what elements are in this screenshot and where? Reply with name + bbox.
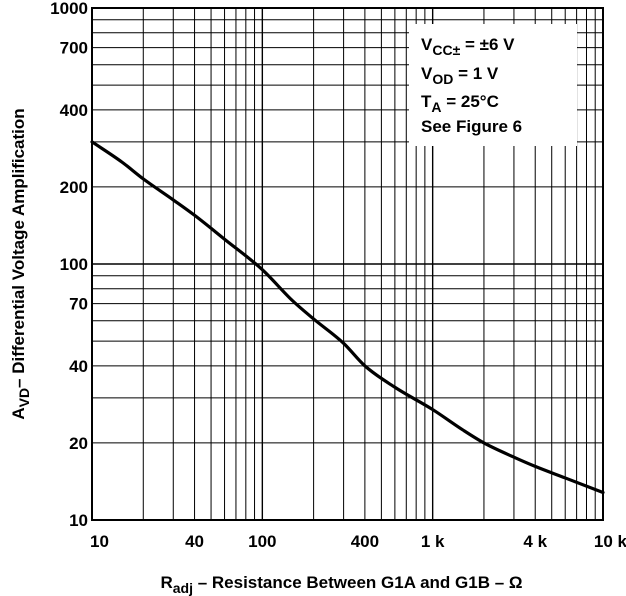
x-tick-label: 10 k (594, 532, 626, 551)
condition-text: VOD = 1 V (421, 64, 499, 87)
y-tick-label: 200 (60, 178, 88, 197)
x-axis-title: Radj – Resistance Between G1A and G1B – … (160, 573, 522, 596)
condition-text: See Figure 6 (421, 117, 522, 136)
x-tick-label: 100 (248, 532, 276, 551)
y-tick-labels: 10 20 40 70 100 200 400 700 1000 (50, 0, 88, 530)
y-tick-label: 400 (60, 101, 88, 120)
condition-text: VCC± = ±6 V (421, 35, 515, 58)
y-tick-label: 10 (69, 511, 88, 530)
y-tick-label: 20 (69, 434, 88, 453)
condition-text: TA = 25°C (421, 92, 499, 115)
x-tick-label: 1 k (421, 532, 445, 551)
y-tick-label: 700 (60, 39, 88, 58)
x-tick-label: 40 (185, 532, 204, 551)
y-tick-label: 1000 (50, 0, 88, 18)
x-tick-label: 4 k (523, 532, 547, 551)
y-axis-title: AVD– Differential Voltage Amplification (9, 108, 32, 419)
y-tick-label: 40 (69, 357, 88, 376)
y-tick-label: 100 (60, 255, 88, 274)
y-tick-label: 70 (69, 295, 88, 314)
conditions-box: VCC± = ±6 V VOD = 1 V TA = 25°C See Figure … (409, 24, 577, 146)
x-tick-label: 10 (90, 532, 109, 551)
x-tick-labels: 10 40 100 400 1 k 4 k 10 k (90, 532, 626, 551)
conditions-background (409, 24, 577, 146)
series-line (90, 140, 605, 495)
x-tick-label: 400 (351, 532, 379, 551)
plot-frame (91, 7, 604, 521)
